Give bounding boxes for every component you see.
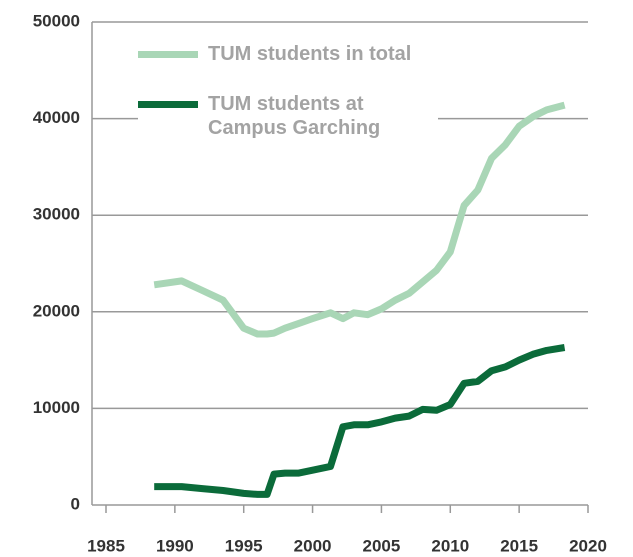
line-series (153, 101, 566, 338)
x-tick-label: 2020 (569, 536, 607, 555)
x-tick-label: 1985 (87, 536, 125, 555)
legend-label: TUM students at Campus Garching (208, 93, 381, 139)
y-tick-label: 50000 (33, 11, 80, 30)
x-tick-label: 2005 (363, 536, 401, 555)
legend-item: TUM students in total (138, 42, 438, 66)
x-tick-label: 2000 (294, 536, 332, 555)
x-tick-label: 1990 (156, 536, 194, 555)
y-tick-label: 20000 (33, 301, 80, 320)
y-tick-label: 30000 (33, 205, 80, 224)
legend-swatch (138, 51, 198, 58)
x-tick-label: 2010 (431, 536, 469, 555)
legend-label: TUM students in total (208, 43, 412, 65)
y-tick-label: 0 (71, 494, 80, 513)
y-tick-label: 40000 (33, 108, 80, 127)
legend-item: TUM students at Campus Garching (138, 92, 438, 140)
x-tick-label: 1995 (225, 536, 263, 555)
legend-swatch (138, 101, 198, 108)
x-tick-label: 2015 (500, 536, 538, 555)
line-series (154, 344, 566, 498)
y-tick-label: 10000 (33, 398, 80, 417)
